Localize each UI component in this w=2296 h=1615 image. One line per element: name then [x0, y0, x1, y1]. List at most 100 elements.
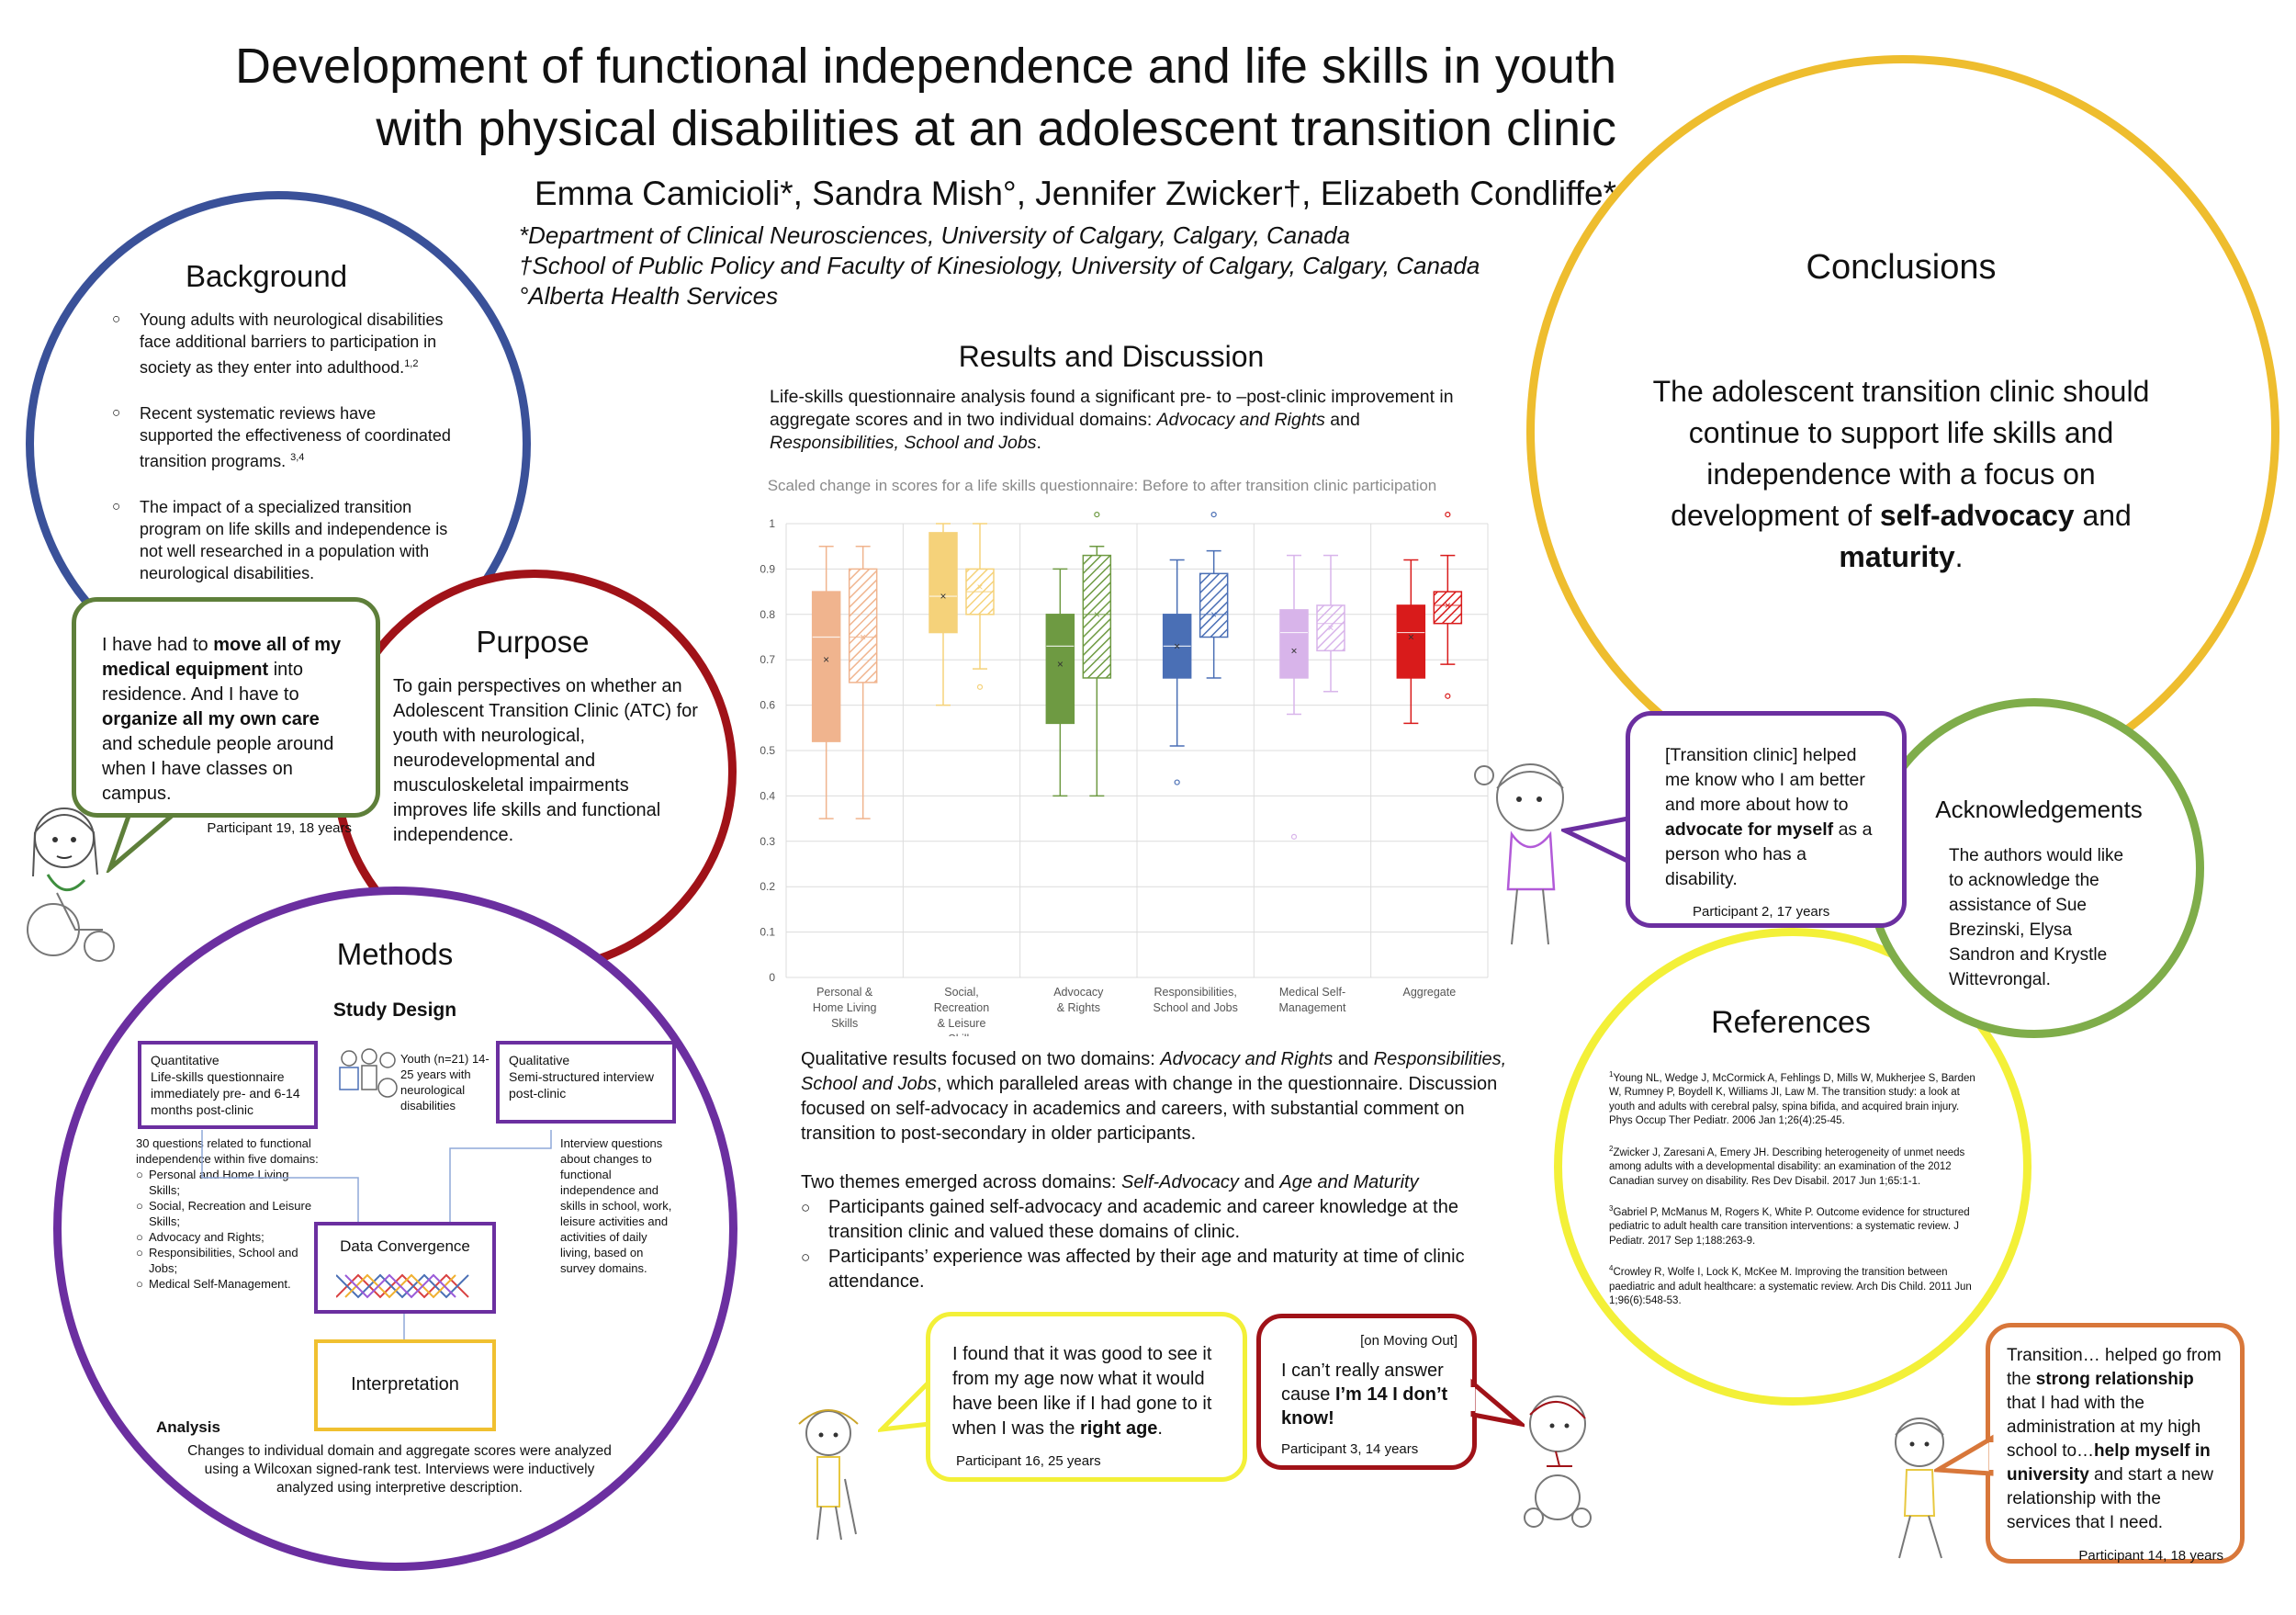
pre-outlier: [1290, 833, 1298, 840]
post-outlier: [976, 683, 984, 690]
y-tick-label: 0.7: [760, 653, 775, 666]
qualitative-text: Semi-structured interview post-clinic: [509, 1069, 654, 1101]
quote-p3-attribution: Participant 3, 14 years: [1281, 1441, 1419, 1457]
pre-box: [811, 591, 841, 742]
category-label: Advocacy: [1053, 986, 1104, 999]
quote-p16-bubble: I found that it was good to see it from …: [926, 1312, 1247, 1482]
background-item: The impact of a specialized transition p…: [112, 496, 452, 584]
theme-item: Participants’ experience was affected by…: [801, 1245, 1526, 1294]
qualitative-title: Qualitative: [509, 1053, 570, 1067]
background-list: Young adults with neurological disabilit…: [112, 309, 452, 608]
pre-outlier: [1174, 779, 1180, 785]
conclusions-heading: Conclusions: [1806, 248, 1997, 287]
post-mean-marker: ×: [1445, 599, 1451, 612]
post-box: [848, 568, 878, 683]
post-box: [1082, 554, 1112, 679]
pre-mean-marker: ×: [1174, 639, 1180, 652]
quantitative-title: Quantitative: [151, 1053, 219, 1067]
participant-2-figure: [1474, 763, 1564, 945]
affiliation-1: *Department of Clinical Neurosciences, U…: [519, 221, 1351, 249]
affiliations: *Department of Clinical Neurosciences, U…: [519, 220, 1621, 311]
quote-p14-attribution: Participant 14, 18 years: [2078, 1548, 2223, 1564]
y-tick-label: 0.1: [760, 926, 775, 939]
data-convergence-label: Data Convergence: [340, 1237, 470, 1255]
post-mean-marker: ×: [1210, 608, 1217, 621]
y-tick-label: 0.5: [760, 744, 775, 757]
background-item: Young adults with neurological disabilit…: [112, 309, 452, 378]
category-label: School and Jobs: [1153, 1001, 1237, 1014]
reference-item: 2Zwicker J, Zaresani A, Emery JH. Descri…: [1609, 1144, 1965, 1187]
domain-item: ○ Medical Self-Management.: [136, 1277, 291, 1291]
quote-p19-bubble: I have had to move all of my medical equ…: [72, 597, 380, 836]
participant-19-figure: [27, 808, 115, 962]
pre-mean-marker: ×: [1057, 658, 1064, 671]
quantitative-box: Quantitative Life-skills questionnaire i…: [138, 1041, 318, 1129]
acknowledgements-heading: Acknowledgements: [1935, 796, 2143, 823]
participant-3-figure: [1524, 1395, 1592, 1528]
title-line-1: Development of functional independence a…: [235, 39, 1616, 94]
quote-p2-bubble: [Transition clinic] helped me know who I…: [1626, 711, 1907, 928]
acknowledgements-text: The authors would like to acknowledge th…: [1949, 846, 2124, 989]
y-tick-label: 0.9: [760, 562, 775, 575]
quote-p2-attribution: Participant 2, 17 years: [1693, 904, 1830, 920]
convergence-lines: [336, 1273, 469, 1299]
quantitative-detail: 30 questions related to functional indep…: [136, 1136, 319, 1291]
youth-description: Youth (n=21) 14-25 years with neurologic…: [400, 1052, 490, 1112]
methods-heading: Methods: [336, 937, 454, 971]
post-box: [1316, 604, 1345, 652]
youth-group-icon: [339, 1048, 398, 1098]
quantitative-text: Life-skills questionnaire immediately pr…: [151, 1069, 300, 1117]
category-label: Skills: [948, 1033, 974, 1036]
acknowledgements-circle: [1864, 698, 2204, 1038]
conclusions-circle: [1526, 55, 2279, 808]
pre-box: [1279, 609, 1309, 679]
quote-p16-tail: [878, 1378, 933, 1432]
reference-item: 3Gabriel P, McManus M, Rogers K, White P…: [1609, 1204, 1970, 1247]
results-heading: Results and Discussion: [958, 340, 1265, 373]
quote-p14-bubble: Transition… helped go from the strong re…: [1986, 1323, 2245, 1564]
participant-14-figure: [1895, 1417, 1944, 1559]
background-item: Recent systematic reviews have supported…: [112, 402, 452, 472]
themes-text: Two themes emerged across domains: Self-…: [801, 1172, 1419, 1192]
quote-p16-attribution: Participant 16, 25 years: [956, 1453, 1101, 1469]
category-label: Personal &: [816, 986, 873, 999]
quote-p14-tail: [1934, 1434, 1995, 1476]
analysis-heading: Analysis: [156, 1418, 220, 1436]
qualitative-box: Qualitative Semi-structured interview po…: [496, 1041, 676, 1124]
y-tick-label: 1: [769, 517, 775, 530]
data-convergence-box: Data Convergence: [314, 1222, 496, 1314]
references-list: 1Young NL, Wedge J, McCormick A, Fehling…: [1609, 1067, 1976, 1309]
post-outlier: [1445, 693, 1451, 699]
category-label: Medical Self-: [1279, 986, 1345, 999]
results-intro: Life-skills questionnaire analysis found…: [770, 387, 1454, 453]
y-tick-label: 0.6: [760, 699, 775, 712]
quote-p19-attribution: Participant 19, 18 years: [207, 820, 352, 836]
post-mean-marker: ×: [1327, 622, 1334, 635]
qualitative-detail: Interview questions about changes to fun…: [560, 1136, 672, 1275]
category-label: Home Living: [813, 1001, 877, 1014]
affiliation-3: °Alberta Health Services: [519, 282, 779, 310]
y-tick-label: 0.8: [760, 608, 775, 621]
pre-box: [1045, 614, 1075, 725]
authors: Emma Camicioli*, Sandra Mish°, Jennifer …: [534, 175, 1616, 212]
category-label: Recreation: [934, 1001, 989, 1014]
affiliation-2: †School of Public Policy and Faculty of …: [519, 252, 1480, 279]
interpretation-label: Interpretation: [351, 1374, 459, 1395]
reference-item: 4Crowley R, Wolfe I, Lock K, McKee M. Im…: [1609, 1264, 1972, 1307]
domain-item: ○ Responsibilities, School and Jobs;: [136, 1246, 298, 1275]
references-heading: References: [1711, 1005, 1871, 1040]
quote-p3-bubble: [on Moving Out] I can’t really answer ca…: [1256, 1314, 1477, 1470]
post-outlier: [1094, 512, 1100, 518]
poster-title: Development of functional independence a…: [110, 35, 1616, 160]
y-tick-label: 0.3: [760, 835, 775, 848]
study-design-heading: Study Design: [332, 999, 457, 1021]
theme-item: Participants gained self-advocacy and ac…: [801, 1195, 1526, 1245]
pre-mean-marker: ×: [1290, 644, 1297, 657]
category-label: & Leisure: [938, 1017, 986, 1030]
category-label: & Rights: [1057, 1001, 1100, 1014]
pre-mean-marker: ×: [940, 590, 946, 603]
pre-box: [929, 532, 958, 634]
category-label: Management: [1279, 1001, 1346, 1014]
category-label: Skills: [831, 1017, 858, 1030]
boxplot-chart: Scaled change in scores for a life skill…: [760, 477, 1489, 1036]
